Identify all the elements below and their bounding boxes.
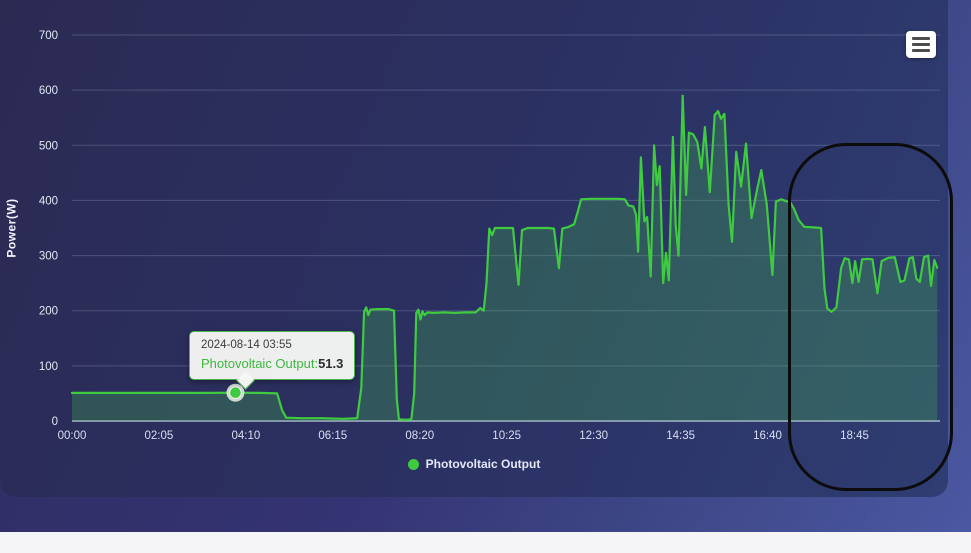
legend-label: Photovoltaic Output bbox=[425, 457, 541, 471]
x-tick-label: 16:40 bbox=[753, 430, 782, 442]
x-tick-label: 04:10 bbox=[232, 430, 261, 442]
legend-item-photovoltaic-output[interactable]: Photovoltaic Output bbox=[0, 455, 948, 473]
tooltip-date: 2024-08-14 03:55 bbox=[201, 339, 292, 351]
x-tick-label: 12:30 bbox=[579, 430, 608, 442]
bottom-content-strip bbox=[0, 532, 971, 553]
x-tick-label: 08:20 bbox=[405, 430, 434, 442]
y-tick-label: 200 bbox=[39, 306, 58, 318]
legend-dot-icon bbox=[407, 458, 419, 470]
y-tick-label: 300 bbox=[39, 251, 58, 263]
series-line bbox=[70, 94, 939, 421]
y-tick-label: 700 bbox=[39, 30, 58, 42]
y-tick-label: 600 bbox=[39, 85, 58, 97]
y-tick-label: 100 bbox=[39, 361, 58, 373]
y-tick-label: 400 bbox=[39, 195, 58, 207]
y-tick-label: 0 bbox=[52, 416, 58, 428]
x-tick-label: 02:05 bbox=[145, 430, 174, 442]
power-chart[interactable]: 0 100 200 300 400 500 600 700 00:00 02:05 04:10 06:… bbox=[0, 0, 948, 497]
x-tick-label: 14:35 bbox=[666, 430, 695, 442]
tooltip: 2024-08-14 03:55 Photovoltaic Output:51.… bbox=[189, 331, 356, 380]
x-tick-label: 18:45 bbox=[840, 430, 869, 442]
x-tick-label: 00:00 bbox=[58, 430, 87, 442]
tooltip-series-label: Photovoltaic Output: bbox=[201, 356, 319, 371]
tooltip-value: 51.3 bbox=[318, 356, 344, 371]
series-area-fill bbox=[72, 95, 938, 421]
chart-panel: 0 100 200 300 400 500 600 700 00:00 02:05 04:10 06:… bbox=[0, 0, 948, 497]
x-tick-label: 10:25 bbox=[492, 430, 521, 442]
x-tick-label: 06:15 bbox=[318, 430, 347, 442]
tooltip-series-line: Photovoltaic Output:51.3 bbox=[201, 356, 343, 371]
y-tick-label: 500 bbox=[39, 140, 58, 152]
hover-marker bbox=[229, 386, 242, 400]
export-menu-button[interactable] bbox=[906, 31, 936, 58]
y-axis-title-text: Power(W) bbox=[5, 198, 19, 258]
